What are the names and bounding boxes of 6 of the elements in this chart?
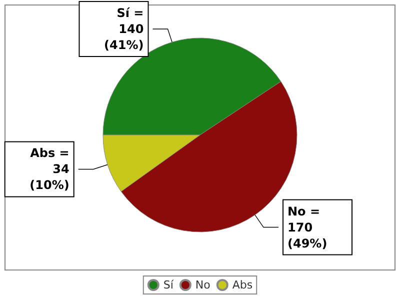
legend-label: No bbox=[195, 278, 211, 292]
data-label: No = 170 (49%) bbox=[287, 204, 328, 250]
legend-label: Sí bbox=[163, 278, 174, 292]
data-label: Abs = 34 (10%) bbox=[30, 146, 70, 192]
legend-label: Abs bbox=[232, 278, 253, 292]
data-label: Sí = 140 (41%) bbox=[104, 6, 144, 52]
